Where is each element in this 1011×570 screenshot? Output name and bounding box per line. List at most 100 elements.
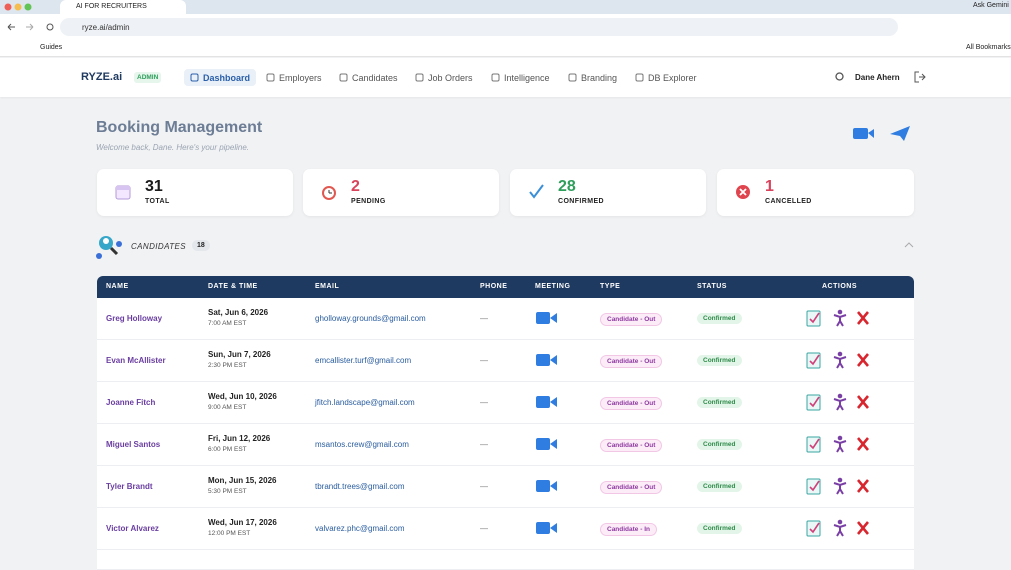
candidate-name[interactable]: Tyler Brandt — [106, 482, 153, 491]
nav-item[interactable]: Candidates — [333, 69, 404, 86]
nav-item[interactable]: Employers — [260, 69, 328, 86]
row-actions[interactable] — [805, 309, 875, 327]
type-badge: Candidate - Out — [600, 313, 663, 326]
stat-icon — [115, 185, 131, 200]
brand[interactable]: RYZE.ai — [81, 71, 123, 83]
collapse-toggle[interactable] — [904, 242, 914, 248]
status-badge: Confirmed — [697, 355, 742, 366]
type-badge: Candidate - Out — [600, 397, 663, 410]
nav-item[interactable]: Job Orders — [409, 69, 479, 86]
stat-value: 1 — [765, 178, 774, 195]
meeting-link[interactable] — [535, 353, 559, 367]
stat-label: TOTAL — [145, 198, 170, 205]
row-actions[interactable] — [805, 519, 875, 537]
status-badge: Confirmed — [697, 439, 742, 450]
nav-buttons[interactable] — [6, 22, 56, 32]
booking-time: 12:00 PM EST — [208, 530, 251, 537]
user-name[interactable]: Dane Ahern — [855, 73, 900, 82]
stat-label: CANCELLED — [765, 198, 812, 205]
email[interactable]: tbrandt.trees@gmail.com — [315, 482, 405, 491]
table-row: Greg Holloway Sat, Jun 6, 2026 7:00 AM EST… — [97, 298, 914, 340]
nav-item[interactable]: Intelligence — [485, 69, 556, 86]
url-bar[interactable]: ryze.ai/admin — [60, 18, 898, 36]
bookmark[interactable]: Guides — [40, 44, 63, 51]
row-actions[interactable] — [805, 435, 875, 453]
nav-item[interactable]: Branding — [562, 69, 623, 86]
column-header: NAME — [106, 283, 129, 290]
booking-date: Sun, Jun 7, 2026 — [208, 350, 271, 359]
meeting-link[interactable] — [535, 521, 559, 535]
email[interactable]: jfitch.landscape@gmail.com — [315, 398, 415, 407]
stat-value: 31 — [145, 178, 163, 195]
row-actions[interactable] — [805, 477, 875, 495]
nav-icon — [339, 73, 348, 82]
candidate-name[interactable]: Evan McAllister — [106, 356, 166, 365]
booking-time: 5:30 PM EST — [208, 488, 247, 495]
candidates-icon — [96, 236, 122, 259]
phone: — — [480, 398, 488, 407]
stat-card: 1 CANCELLED — [717, 169, 914, 216]
candidate-name[interactable]: Victor Alvarez — [106, 524, 159, 533]
table-row: Joanne Fitch Wed, Jun 10, 2026 9:00 AM EST… — [97, 382, 914, 424]
window-controls — [4, 3, 32, 11]
status-badge: Confirmed — [697, 523, 742, 534]
header-actions[interactable] — [852, 125, 912, 141]
section-count: 18 — [192, 240, 210, 251]
candidate-name[interactable]: Miguel Santos — [106, 440, 161, 449]
candidate-name[interactable]: Joanne Fitch — [106, 398, 156, 407]
tab-strip: AI FOR RECRUITERS Ask Gemini — [0, 0, 1011, 14]
email[interactable]: msantos.crew@gmail.com — [315, 440, 409, 449]
email[interactable]: gholloway.grounds@gmail.com — [315, 314, 426, 323]
settings-icon[interactable] — [834, 71, 845, 82]
meeting-link[interactable] — [535, 395, 559, 409]
phone: — — [480, 356, 488, 365]
booking-time: 2:30 PM EST — [208, 362, 247, 369]
column-header: MEETING — [535, 283, 571, 290]
phone: — — [480, 440, 488, 449]
logout-icon[interactable] — [914, 71, 926, 83]
app-nav: RYZE.ai ADMIN Dane Ahern Dashboard Employ… — [0, 58, 1011, 97]
table-header: NAME DATE & TIME EMAIL PHONE MEETING TYPE STAT… — [97, 276, 914, 298]
type-badge: Candidate - In — [600, 523, 657, 536]
status-badge: Confirmed — [697, 313, 742, 324]
booking-date: Sat, Jun 6, 2026 — [208, 308, 269, 317]
nav-icon — [415, 73, 424, 82]
column-header: STATUS — [697, 283, 727, 290]
stat-icon — [529, 184, 544, 199]
nav-item[interactable]: DB Explorer — [629, 69, 703, 86]
all-bookmarks[interactable]: All Bookmarks — [966, 44, 1011, 51]
column-header: EMAIL — [315, 283, 340, 290]
email[interactable]: valvarez.phc@gmail.com — [315, 524, 405, 533]
status-badge: Confirmed — [697, 397, 742, 408]
stat-label: PENDING — [351, 198, 386, 205]
phone: — — [480, 314, 488, 323]
table-row: Miguel Santos Fri, Jun 12, 2026 6:00 PM ES… — [97, 424, 914, 466]
row-actions[interactable] — [805, 393, 875, 411]
meeting-link[interactable] — [535, 479, 559, 493]
status-badge: Confirmed — [697, 481, 742, 492]
booking-date: Fri, Jun 12, 2026 — [208, 434, 271, 443]
table-row: Evan McAllister Sun, Jun 7, 2026 2:30 PM E… — [97, 340, 914, 382]
type-badge: Candidate - Out — [600, 355, 663, 368]
admin-badge: ADMIN — [134, 72, 162, 83]
meeting-link[interactable] — [535, 437, 559, 451]
booking-date: Mon, Jun 15, 2026 — [208, 476, 277, 485]
meeting-link[interactable] — [535, 311, 559, 325]
page-subtitle: Welcome back, Dane. Here's your pipeline… — [96, 143, 250, 152]
email[interactable]: emcallister.turf@gmail.com — [315, 356, 412, 365]
browser-tab[interactable]: AI FOR RECRUITERS — [60, 0, 186, 14]
table-row: Victor Alvarez Wed, Jun 17, 2026 12:00 PM … — [97, 508, 914, 550]
table-row: Tyler Brandt Mon, Jun 15, 2026 5:30 PM EST… — [97, 466, 914, 508]
column-header: DATE & TIME — [208, 283, 258, 290]
phone: — — [480, 482, 488, 491]
page-title: Booking Management — [96, 119, 263, 136]
ask-gemini[interactable]: Ask Gemini — [973, 2, 1009, 9]
stat-card: 31 TOTAL — [97, 169, 293, 216]
stat-label: CONFIRMED — [558, 198, 604, 205]
row-actions[interactable] — [805, 351, 875, 369]
nav-item[interactable]: Dashboard — [184, 69, 257, 86]
candidate-name[interactable]: Greg Holloway — [106, 314, 163, 323]
bookmarks-bar: Guides All Bookmarks — [0, 40, 1011, 57]
section-title: CANDIDATES — [131, 242, 186, 251]
